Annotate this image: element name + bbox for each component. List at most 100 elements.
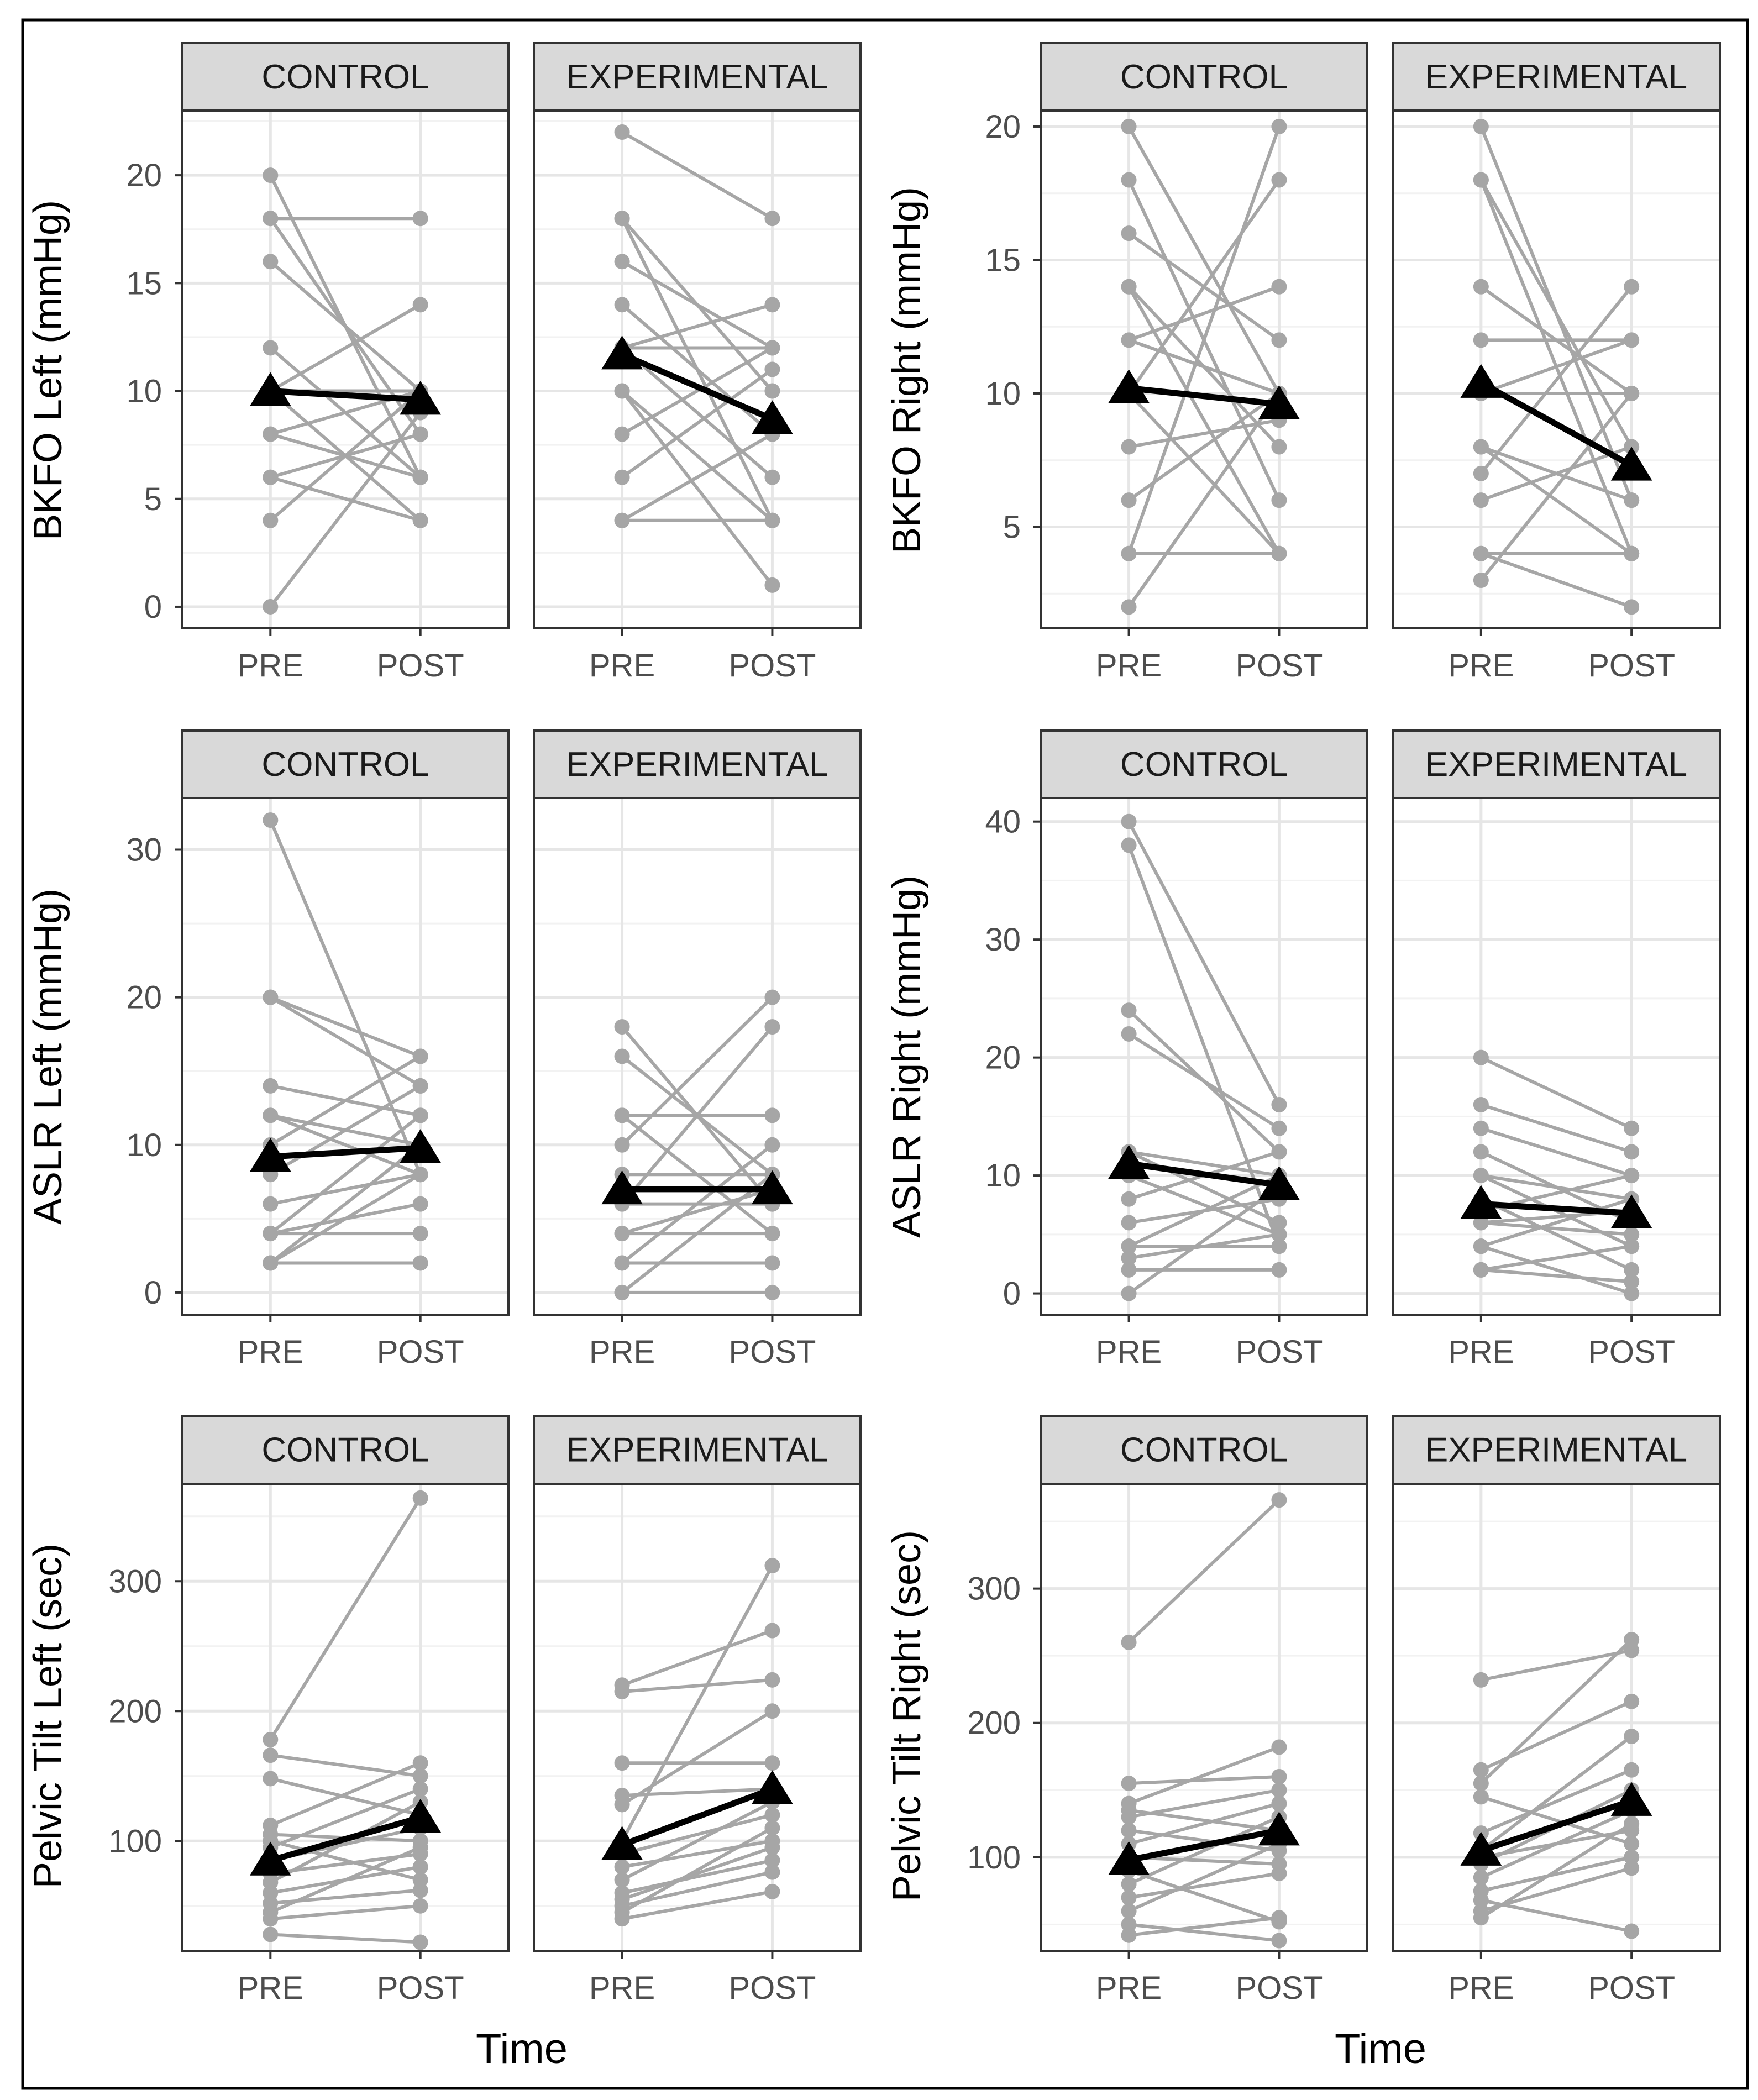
mean-marker-pre [1108,1841,1150,1875]
facet-strip-label: CONTROL [1120,746,1288,784]
subject-point-pre [1121,1809,1137,1825]
subject-point-pre [263,469,279,485]
subject-line [270,1777,421,1817]
subject-point-post [1271,1215,1287,1231]
subject-point-post [1271,1933,1287,1949]
subject-line [621,390,774,522]
y-axis-title: BKFO Left (mmHg) [26,200,70,540]
subject-point-pre [1121,225,1137,242]
subject-point-post [1624,1762,1640,1778]
subject-line [1128,1815,1280,1886]
subject-line [1481,1855,1632,1893]
subject-point-pre [1121,1876,1137,1892]
subject-point-pre [263,1731,279,1747]
y-tick-label: 0 [144,589,162,625]
subject-line [1480,1735,1633,1852]
subject-point-pre [1121,118,1137,134]
chart-4: Pelvic Tilt Left (sec) CONTROL PRE POST 100 2… [26,1415,862,2006]
subject-line [1480,1103,1633,1154]
figure-frame [21,18,1749,2090]
facet-strip [181,42,510,112]
subject-point-pre [1473,1672,1489,1688]
subject-point-pre [263,1226,279,1242]
subject-line [1479,392,1633,581]
subject-point-pre [614,426,630,442]
mean-marker-pre [1108,1144,1150,1179]
subject-point-post [1624,1816,1640,1832]
subject-line [621,346,773,436]
subject-point-post [764,1807,780,1823]
facet-strip-label: CONTROL [261,1431,429,1469]
facet-experimental: EXPERIMENTAL PRE POST [533,729,862,1370]
subject-line [1129,1855,1279,1866]
subject-point-pre [1473,1144,1489,1160]
subject-point-pre [1121,279,1137,295]
subject-line [270,1933,421,1944]
subject-point-post [764,1019,780,1035]
subject-point-pre [1121,1250,1137,1266]
subject-point-post [764,1840,780,1855]
subject-point-post [1624,599,1640,615]
subject-point-pre [1121,1285,1137,1301]
subject-point-post [1624,1226,1640,1242]
subject-point-pre [1121,1889,1137,1905]
subject-line [1479,1638,1633,1785]
subject-line [621,1143,774,1264]
subject-point-post [1271,1492,1287,1508]
y-tick-label: 20 [126,158,162,193]
subject-point-post [1624,1860,1640,1876]
subject-line [1479,285,1633,475]
subject-line [1128,1745,1280,1805]
subject-point-post [764,1883,780,1899]
y-axis-title: Pelvic Tilt Left (sec) [26,1544,70,1888]
chart-1: BKFO Right (mmHg) CONTROL PRE POST 5 10 15 20 EX… [885,42,1721,684]
subject-point-post [412,1226,428,1242]
x-tick-label: POST [377,648,464,684]
subject-line [270,1846,421,1914]
subject-point-post [412,1196,428,1212]
x-tick-label: POST [728,1970,816,2006]
subject-line [269,411,422,608]
mean-line [1480,1798,1633,1854]
subject-point-post [1271,118,1287,134]
subject-point-pre [1473,1262,1489,1278]
x-tick-label: POST [1588,1334,1675,1370]
subject-point-pre [263,1771,279,1787]
subject-point-post [1624,1923,1640,1939]
x-axis-title-right: Time [1335,2025,1426,2072]
subject-point-pre [614,1048,630,1064]
facet-experimental: EXPERIMENTAL PRE POST [533,1415,862,2006]
panel-background [1393,1484,1720,1951]
y-tick-label: 10 [985,1158,1021,1194]
mean-marker-post [752,1170,793,1205]
subject-point-post [1624,1285,1640,1301]
y-tick-label: 40 [985,804,1021,840]
subject-line [1481,1245,1632,1272]
subject-point-pre [263,1255,279,1271]
subject-point-post [412,469,428,485]
subject-point-pre [1121,1903,1137,1919]
subject-point-post [764,1226,780,1242]
x-tick-label: PRE [589,1334,655,1370]
x-tick-label: PRE [1448,1970,1514,2006]
subject-line [1128,1150,1280,1225]
subject-point-pre [614,1797,630,1813]
subject-point-pre [614,1226,630,1242]
subject-point-pre [1473,1097,1489,1113]
subject-point-pre [263,1078,279,1094]
subject-point-pre [1473,439,1489,455]
subject-line [1128,338,1280,395]
subject-point-pre [1121,439,1137,455]
y-tick-label: 0 [144,1275,162,1311]
subject-line [1480,1822,1633,1919]
mean-line [270,388,421,403]
subject-point-pre [614,1107,630,1124]
subject-point-pre [614,1684,630,1699]
subject-point-post [1271,1739,1287,1755]
mean-marker-post [1610,447,1652,481]
subject-point-pre [614,1911,630,1927]
x-tick-label: PRE [589,1970,655,2006]
subject-point-pre [614,297,630,313]
subject-point-post [1624,1262,1640,1278]
